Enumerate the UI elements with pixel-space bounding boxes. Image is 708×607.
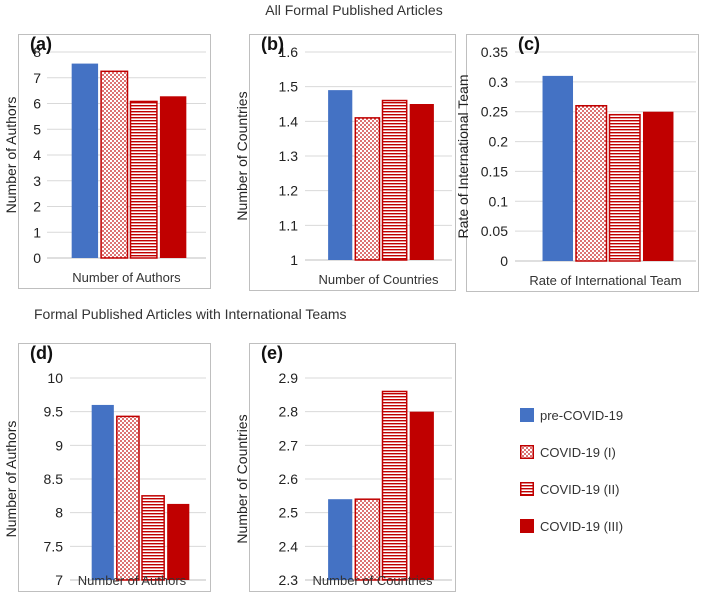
y-tick-label: 8.5 — [44, 471, 64, 487]
legend-label-pre: pre-COVID-19 — [540, 407, 624, 423]
chart-panel-a: 0 1 2 3 4 5 6 7 8(a) Number of Authors Number of A… — [3, 34, 211, 289]
chart-panel-b: 1 1.1 1.2 1.3 1.4 1.5 1.6(b) Number of Countrie… — [234, 34, 456, 291]
y-tick-label: 0.35 — [481, 44, 508, 60]
bar-covid-iii — [159, 96, 187, 258]
bar-covid-i — [116, 415, 140, 581]
panel-label: (a) — [30, 34, 52, 54]
bar-pre-covid — [542, 75, 574, 261]
legend-swatch-pre — [520, 408, 534, 422]
y-tick-label: 0.25 — [481, 104, 508, 120]
y-tick-label: 0.15 — [481, 163, 508, 179]
y-tick-label: 1.4 — [279, 113, 299, 129]
y-tick-label: 1 — [33, 224, 41, 240]
chart-frame — [249, 343, 456, 592]
y-tick-label: 7 — [33, 70, 41, 86]
bottom-section-title: Formal Published Articles with Internati… — [34, 306, 347, 322]
legend-label-c1: COVID-19 (I) — [540, 444, 616, 460]
chart-panel-d: 7 7.5 8 8.5 9 9.5 10 (d) Number of Authors Number… — [3, 343, 211, 592]
chart-frame — [18, 34, 211, 289]
y-tick-label: 1.3 — [279, 148, 299, 164]
legend-label-c3: COVID-19 (III) — [540, 518, 624, 534]
bar-covid-i — [575, 104, 608, 262]
bar-covid-iii — [409, 104, 434, 260]
y-tick-label: 7.5 — [44, 538, 64, 554]
y-axis-label: Number of Countries — [234, 414, 250, 543]
chart-frame — [466, 34, 699, 292]
bar-covid-i — [100, 70, 129, 259]
bar-covid-ii — [381, 390, 408, 581]
y-tick-label: 2.5 — [279, 505, 299, 521]
x-axis-label: Number of Authors — [78, 573, 187, 588]
bar-covid-iii — [409, 411, 434, 580]
y-tick-label: 4 — [33, 147, 41, 163]
bar-covid-ii — [129, 100, 158, 259]
bar-covid-iii — [642, 111, 674, 261]
bar-covid-ii — [608, 113, 641, 262]
y-tick-label: 9.5 — [44, 404, 64, 420]
y-axis-label: Number of Countries — [234, 91, 250, 220]
y-tick-label: 5 — [33, 121, 41, 137]
legend-label-c2: COVID-19 (II) — [540, 481, 620, 497]
panel-label: (b) — [261, 34, 284, 54]
bar-pre-covid — [91, 404, 114, 580]
bar-pre-covid — [71, 63, 99, 259]
y-tick-label: 7 — [55, 572, 63, 588]
x-axis-label: Rate of International Team — [529, 273, 681, 288]
legend-swatch-c1 — [520, 445, 534, 459]
y-tick-label: 1.1 — [279, 217, 299, 233]
y-axis-label: Number of Authors — [3, 421, 19, 538]
legend-swatch-c3 — [520, 519, 534, 533]
y-tick-label: 2.7 — [279, 437, 299, 453]
chart-panel-e: 2.3 2.4 2.5 2.6 2.7 2.8 2.9 (e) Number of Countr… — [234, 343, 456, 592]
y-tick-label: 6 — [33, 96, 41, 112]
y-axis-label: Number of Authors — [3, 97, 19, 214]
legend-item-c3: COVID-19 (III) — [520, 513, 623, 539]
y-tick-label: 2.3 — [279, 572, 299, 588]
bar-covid-iii — [167, 503, 190, 580]
y-tick-label: 10 — [47, 370, 63, 386]
bar-covid-i — [354, 498, 381, 581]
y-tick-label: 0.1 — [489, 193, 509, 209]
legend-swatch-c2 — [520, 482, 534, 496]
y-tick-label: 1.6 — [279, 44, 299, 60]
top-section-title: All Formal Published Articles — [265, 2, 443, 18]
chart-panel-c: 0 0.05 0.1 0.15 0.2 0.25 0.3 0.35 (c) Rate of Int… — [455, 34, 699, 292]
x-axis-label: Number of Countries — [319, 272, 439, 287]
bar-pre-covid — [328, 90, 353, 260]
y-tick-label: 2.6 — [279, 471, 299, 487]
bar-pre-covid — [328, 499, 353, 580]
legend-item-c1: COVID-19 (I) — [520, 439, 623, 465]
bar-covid-ii — [381, 99, 408, 261]
y-tick-label: 1.2 — [279, 183, 299, 199]
y-tick-label: 2 — [33, 199, 41, 215]
bar-covid-ii — [141, 495, 165, 581]
panel-label: (c) — [518, 34, 540, 54]
panel-label: (d) — [30, 343, 53, 363]
y-tick-label: 2.4 — [279, 538, 299, 554]
y-axis-label: Rate of International Team — [455, 75, 471, 239]
y-tick-label: 8 — [55, 505, 63, 521]
y-tick-label: 9 — [55, 437, 63, 453]
y-tick-label: 1.5 — [279, 79, 299, 95]
y-tick-label: 0 — [33, 250, 41, 266]
y-tick-label: 2.9 — [279, 370, 299, 386]
legend-item-pre: pre-COVID-19 — [520, 402, 623, 428]
chart-frame — [249, 34, 456, 291]
y-tick-label: 0 — [500, 253, 508, 269]
x-axis-label: Number of Countries — [313, 573, 433, 588]
x-axis-label: Number of Authors — [72, 270, 181, 285]
y-tick-label: 0.2 — [489, 134, 509, 150]
y-tick-label: 3 — [33, 173, 41, 189]
chart-frame — [18, 343, 211, 592]
y-tick-label: 1 — [290, 252, 298, 268]
y-tick-label: 0.05 — [481, 223, 508, 239]
bar-covid-i — [354, 117, 381, 261]
legend-item-c2: COVID-19 (II) — [520, 476, 623, 502]
y-tick-label: 0.3 — [489, 74, 509, 90]
y-tick-label: 2.8 — [279, 404, 299, 420]
y-tick-label: 8 — [33, 44, 41, 60]
legend: pre-COVID-19 COVID-19 (I) COVID-19 (II) … — [520, 402, 623, 539]
panel-label: (e) — [261, 343, 283, 363]
